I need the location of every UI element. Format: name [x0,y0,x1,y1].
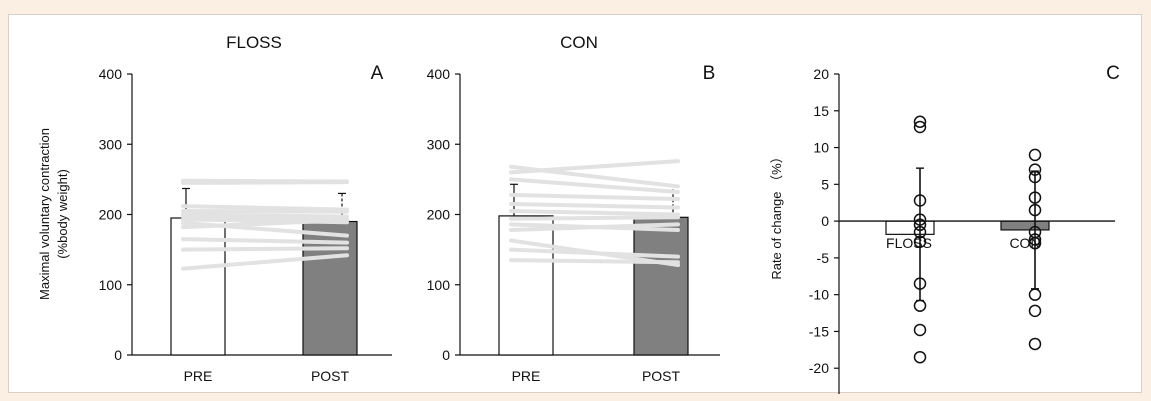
y-tick-label: 5 [821,176,829,192]
individual-line [509,222,680,232]
individual-line [181,204,349,212]
individual-line [181,218,349,230]
data-point [913,323,927,337]
panel-title: FLOSS [226,33,282,52]
data-point [913,213,927,226]
data-point [1028,203,1042,217]
x-category-label: PRE [184,368,213,384]
individual-line [509,247,680,259]
individual-line [509,208,680,217]
y-tick-label: 0 [442,347,450,363]
individual-line [509,258,680,265]
data-point [913,235,927,248]
data-point [1028,304,1042,318]
y-tick-label: 300 [99,136,123,152]
individual-line [509,192,680,202]
individual-line [181,212,349,219]
data-point [1028,337,1042,351]
individual-line [181,237,349,245]
figure-frame: FLOSS A 0 100 200 300 400 PRE POST CON B 0 100 200 300… [8,14,1142,394]
panel-letter: A [371,63,384,84]
individual-line [181,246,349,252]
y-tick-label: 400 [427,66,451,82]
bar-post [633,216,689,356]
data-point [913,225,927,239]
data-point [913,194,927,207]
individual-line [509,159,680,175]
individual-line [181,214,349,222]
y-tick-label: 15 [813,103,829,119]
x-category-label: POST [311,368,350,384]
data-point [1028,288,1042,301]
panel-letter: C [1106,63,1120,84]
y-tick-label: 200 [427,207,451,223]
data-point [913,277,927,290]
data-point [1028,191,1042,204]
data-point [913,120,927,134]
y-tick-label: 200 [99,207,123,223]
y-tick-label: 0 [821,213,829,229]
panel-title: CON [560,33,598,52]
individual-line [509,177,680,195]
y-axis-label: Maximal voluntary contraction [37,128,52,300]
y-tick-label: 300 [427,136,451,152]
bar-con [1000,220,1050,231]
y-tick-label: 10 [813,140,829,156]
x-category-label: FLOSS [886,235,932,251]
data-point [913,350,927,364]
y-tick-label: 20 [813,66,829,82]
data-point [913,218,927,232]
y-tick-label: -15 [809,323,829,339]
y-tick-label: -20 [809,360,829,376]
y-tick-label: 100 [427,277,451,293]
individual-line [181,180,349,185]
y-tick-label: 0 [114,347,122,363]
x-category-label: CON [1009,235,1040,251]
individual-line [181,253,349,271]
data-point [913,299,927,312]
y-tick-label: 400 [99,66,123,82]
data-point [913,115,927,129]
x-category-label: POST [642,368,681,384]
y-axis-label: Rate of change （%） [769,150,784,279]
individual-line [181,208,349,214]
data-point [1028,236,1042,250]
individual-line [509,215,680,221]
panel-letter: B [703,63,716,84]
individual-line [509,201,680,210]
y-axis-label-unit: (%body weight) [55,169,70,259]
x-category-label: PRE [512,368,541,384]
y-tick-label: -5 [817,250,830,266]
data-point [1028,163,1042,176]
bar-pre [498,215,554,356]
data-point [1028,148,1042,162]
y-tick-label: 100 [99,277,123,293]
data-point [1028,170,1042,184]
bar-floss [885,220,935,235]
y-tick-label: -10 [809,287,829,303]
data-point [1028,233,1042,246]
